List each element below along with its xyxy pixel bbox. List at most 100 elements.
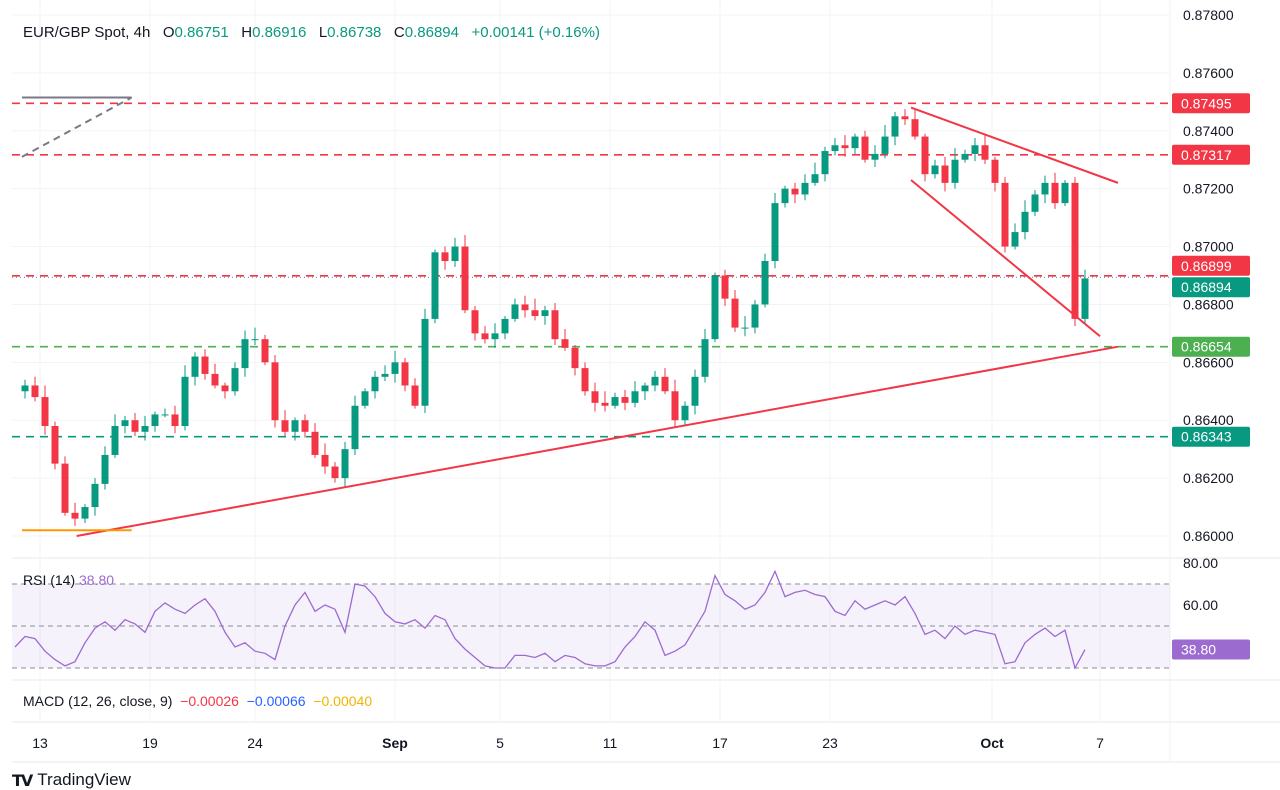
candle-body bbox=[241, 339, 249, 369]
candle-body bbox=[571, 347, 579, 369]
price-level-badge-bg bbox=[1172, 93, 1250, 114]
open-label: O bbox=[162, 24, 175, 41]
candle-body bbox=[861, 136, 869, 160]
candle-body bbox=[631, 391, 639, 403]
price-tick-label: 0.86600 bbox=[1183, 354, 1234, 370]
candle-body bbox=[611, 397, 619, 406]
candle-body bbox=[661, 376, 669, 392]
time-tick-label: 11 bbox=[603, 735, 618, 751]
candle-body bbox=[261, 339, 269, 363]
price-tick-label: 0.87400 bbox=[1183, 123, 1234, 139]
candle-body bbox=[1051, 182, 1059, 204]
symbol-legend: EUR/GBP Spot, 4h O0.86751 H0.86916 L0.86… bbox=[23, 24, 600, 41]
candle-body bbox=[761, 261, 769, 305]
time-tick-label: Sep bbox=[382, 735, 408, 751]
candle-body bbox=[441, 252, 449, 262]
price-level-badge-bg bbox=[1172, 144, 1250, 165]
candle-body bbox=[741, 327, 749, 329]
candle-body bbox=[81, 507, 89, 519]
high-label: H bbox=[241, 24, 253, 41]
candle-body bbox=[601, 402, 609, 406]
candle-body bbox=[1001, 182, 1009, 247]
rsi-line bbox=[14, 569, 1086, 670]
candle-body bbox=[501, 318, 509, 334]
candle-body bbox=[201, 356, 209, 374]
candle-body bbox=[581, 368, 589, 392]
price-tick-label: 0.87600 bbox=[1183, 65, 1234, 81]
macd-label: MACD (12, 26, close, 9) bbox=[23, 693, 173, 709]
candle-body bbox=[141, 426, 149, 432]
candle-body bbox=[411, 385, 419, 406]
candle-body bbox=[21, 385, 29, 392]
candle-body bbox=[991, 159, 999, 183]
candle-body bbox=[471, 310, 479, 334]
candle-body bbox=[41, 397, 49, 427]
rsi-legend: RSI (14) 38.80 bbox=[23, 572, 114, 588]
candle-body bbox=[381, 373, 389, 377]
candle-body bbox=[941, 165, 949, 183]
candle-body bbox=[191, 356, 199, 377]
candle-body bbox=[481, 333, 489, 340]
candle-body bbox=[31, 385, 39, 398]
candle-body bbox=[511, 304, 519, 319]
price-level-badge-bg bbox=[1172, 255, 1250, 276]
candle-body bbox=[251, 339, 259, 341]
tradingview-logo-icon: TV bbox=[12, 770, 33, 790]
candle-body bbox=[451, 246, 459, 262]
candle-body bbox=[51, 426, 59, 464]
time-tick-label: Oct bbox=[980, 735, 1004, 751]
macd-value: −0.00026 bbox=[180, 693, 239, 709]
trendlines[interactable] bbox=[21, 96, 1119, 537]
candle-body bbox=[531, 310, 539, 317]
candle-body bbox=[121, 420, 129, 427]
candle-body bbox=[951, 159, 959, 183]
price-level-badge: 0.87317 bbox=[1181, 147, 1232, 163]
candle-body bbox=[871, 153, 879, 160]
candle-body bbox=[341, 449, 349, 479]
candle-body bbox=[541, 310, 549, 317]
candle-body bbox=[221, 385, 229, 392]
rsi-tick-label: 60.00 bbox=[1183, 597, 1218, 613]
candle-body bbox=[881, 136, 889, 154]
macd-legend: MACD (12, 26, close, 9) −0.00026 −0.0006… bbox=[23, 693, 372, 709]
candle-body bbox=[561, 339, 569, 348]
time-tick-label: 24 bbox=[247, 735, 263, 751]
candle-body bbox=[71, 512, 79, 519]
candle-body bbox=[711, 275, 719, 340]
candle-body bbox=[821, 151, 829, 175]
candle-body bbox=[781, 188, 789, 204]
candles bbox=[21, 109, 1089, 526]
candle-body bbox=[771, 203, 779, 262]
candle-body bbox=[911, 119, 919, 137]
candle-body bbox=[521, 304, 529, 311]
time-tick-label: 13 bbox=[32, 735, 48, 751]
price-tick-label: 0.87000 bbox=[1183, 239, 1234, 255]
price-level-badge-bg bbox=[1172, 277, 1250, 298]
price-level-badge: 0.86894 bbox=[1181, 279, 1232, 295]
candle-body bbox=[811, 174, 819, 183]
candle-body bbox=[371, 376, 379, 392]
price-tick-label: 0.86200 bbox=[1183, 470, 1234, 486]
candle-body bbox=[491, 333, 499, 340]
macd-histogram-value: −0.00040 bbox=[313, 693, 373, 709]
candle-body bbox=[211, 373, 219, 386]
trendline-wedge-upper bbox=[910, 106, 1119, 184]
tradingview-logo[interactable]: TV TradingView bbox=[12, 770, 131, 790]
price-level-badge-bg bbox=[1172, 336, 1250, 357]
time-axis[interactable]: 13 19 24 Sep 5 11 17 23 Oct 7 bbox=[32, 735, 1104, 751]
price-level-badge-bg bbox=[1172, 426, 1250, 447]
trendline-wedge-lower bbox=[910, 179, 1101, 338]
candle-body bbox=[551, 310, 559, 340]
logo-text: TradingView bbox=[37, 770, 131, 789]
candle-body bbox=[431, 252, 439, 319]
candle-body bbox=[321, 454, 329, 467]
candle-body bbox=[101, 454, 109, 484]
trendline-gray-diagonal bbox=[21, 96, 133, 158]
candle-body bbox=[791, 188, 799, 195]
macd-signal-value: −0.00066 bbox=[246, 693, 306, 709]
price-axis[interactable]: 0.87800 0.87600 0.87400 0.87200 0.87000 0.868… bbox=[1172, 7, 1250, 660]
candle-body bbox=[91, 483, 99, 508]
candle-body bbox=[421, 318, 429, 406]
rsi-tick-label: 80.00 bbox=[1183, 555, 1218, 571]
